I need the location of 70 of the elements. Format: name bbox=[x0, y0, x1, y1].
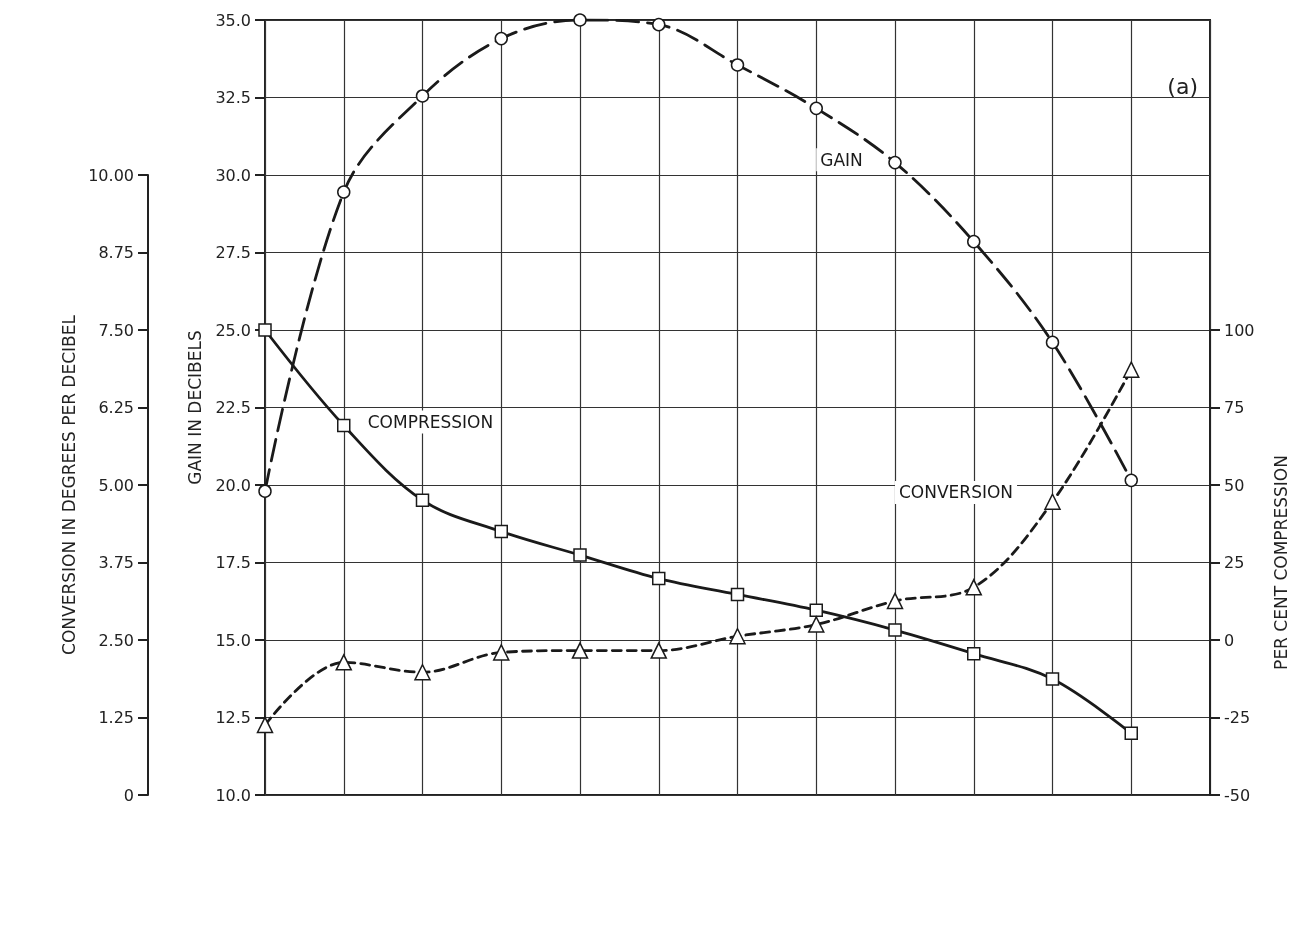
point bbox=[494, 31, 508, 46]
point bbox=[809, 101, 823, 116]
y-tick-label: 17.5 bbox=[215, 553, 251, 572]
point bbox=[886, 592, 904, 610]
point bbox=[414, 663, 431, 681]
y3-axis-title: CONVERSION IN DEGREES PER DECIBEL bbox=[58, 314, 79, 655]
point bbox=[967, 234, 981, 249]
y3-tick-label: 7.50 bbox=[98, 320, 134, 340]
y-tick-label: 27.5 bbox=[215, 243, 251, 262]
point bbox=[1045, 335, 1060, 350]
y2-axis-title: PER CENT COMPRESSION bbox=[1270, 455, 1291, 670]
y-tick-label: 15.0 bbox=[215, 630, 251, 650]
point bbox=[258, 323, 272, 337]
y3-tick-label: 6.25 bbox=[98, 398, 134, 417]
y2-tick-label: -50 bbox=[1224, 785, 1251, 805]
point bbox=[730, 58, 745, 72]
series-label: CONVERSION bbox=[899, 482, 1014, 503]
y2-tick-label: 50 bbox=[1224, 475, 1245, 495]
point bbox=[1124, 473, 1138, 488]
point bbox=[415, 493, 430, 507]
y3-tick-label: 8.75 bbox=[98, 243, 134, 262]
series-label: GAIN bbox=[820, 149, 863, 170]
point bbox=[258, 484, 272, 498]
y3-tick-label: 2.50 bbox=[98, 630, 134, 650]
annotation: (a) bbox=[1167, 73, 1199, 99]
point bbox=[652, 17, 666, 32]
y2-tick-label: 75 bbox=[1224, 398, 1245, 417]
point bbox=[888, 623, 902, 637]
y-axis-title: GAIN IN DECIBELS bbox=[184, 330, 205, 485]
point bbox=[337, 185, 351, 199]
point bbox=[415, 89, 430, 103]
y2-tick-label: -25 bbox=[1224, 708, 1251, 727]
y2-tick-label: 25 bbox=[1224, 553, 1245, 572]
point bbox=[652, 571, 666, 586]
point bbox=[965, 579, 982, 596]
y2-tick-label: 0 bbox=[1224, 630, 1235, 650]
y3-tick-label: 3.75 bbox=[98, 553, 134, 572]
point bbox=[1045, 672, 1060, 686]
point bbox=[729, 628, 746, 645]
point bbox=[337, 418, 351, 433]
point bbox=[1044, 493, 1061, 510]
point bbox=[1123, 361, 1140, 378]
y-tick-label: 20.0 bbox=[215, 475, 251, 495]
point bbox=[571, 642, 589, 659]
y-tick-label: 25.0 bbox=[215, 320, 251, 340]
y-tick-label: 22.5 bbox=[215, 398, 251, 417]
point bbox=[809, 603, 823, 617]
point bbox=[256, 716, 274, 734]
y-tick-label: 32.5 bbox=[215, 88, 251, 107]
point bbox=[888, 155, 902, 170]
y-tick-label: 35.0 bbox=[215, 10, 251, 30]
y3-tick-label: 5.00 bbox=[98, 475, 134, 495]
point bbox=[335, 654, 352, 671]
y3-tick-label: 0 bbox=[123, 785, 134, 805]
y3-tick-label: 1.25 bbox=[98, 708, 134, 727]
point bbox=[967, 646, 981, 661]
point bbox=[1124, 726, 1138, 741]
y2-tick-label: 100 bbox=[1224, 320, 1255, 340]
point bbox=[808, 616, 825, 633]
y-tick-label: 30.0 bbox=[215, 165, 251, 185]
y-tick-label: 10.0 bbox=[215, 785, 251, 805]
point bbox=[573, 13, 587, 27]
y3-tick-label: 10.00 bbox=[88, 165, 134, 185]
series-label: COMPRESSION bbox=[367, 411, 494, 432]
y-tick-label: 12.5 bbox=[215, 708, 251, 727]
point bbox=[493, 644, 510, 661]
point bbox=[573, 548, 587, 562]
point bbox=[730, 587, 745, 602]
point bbox=[650, 642, 667, 659]
point bbox=[494, 524, 508, 539]
